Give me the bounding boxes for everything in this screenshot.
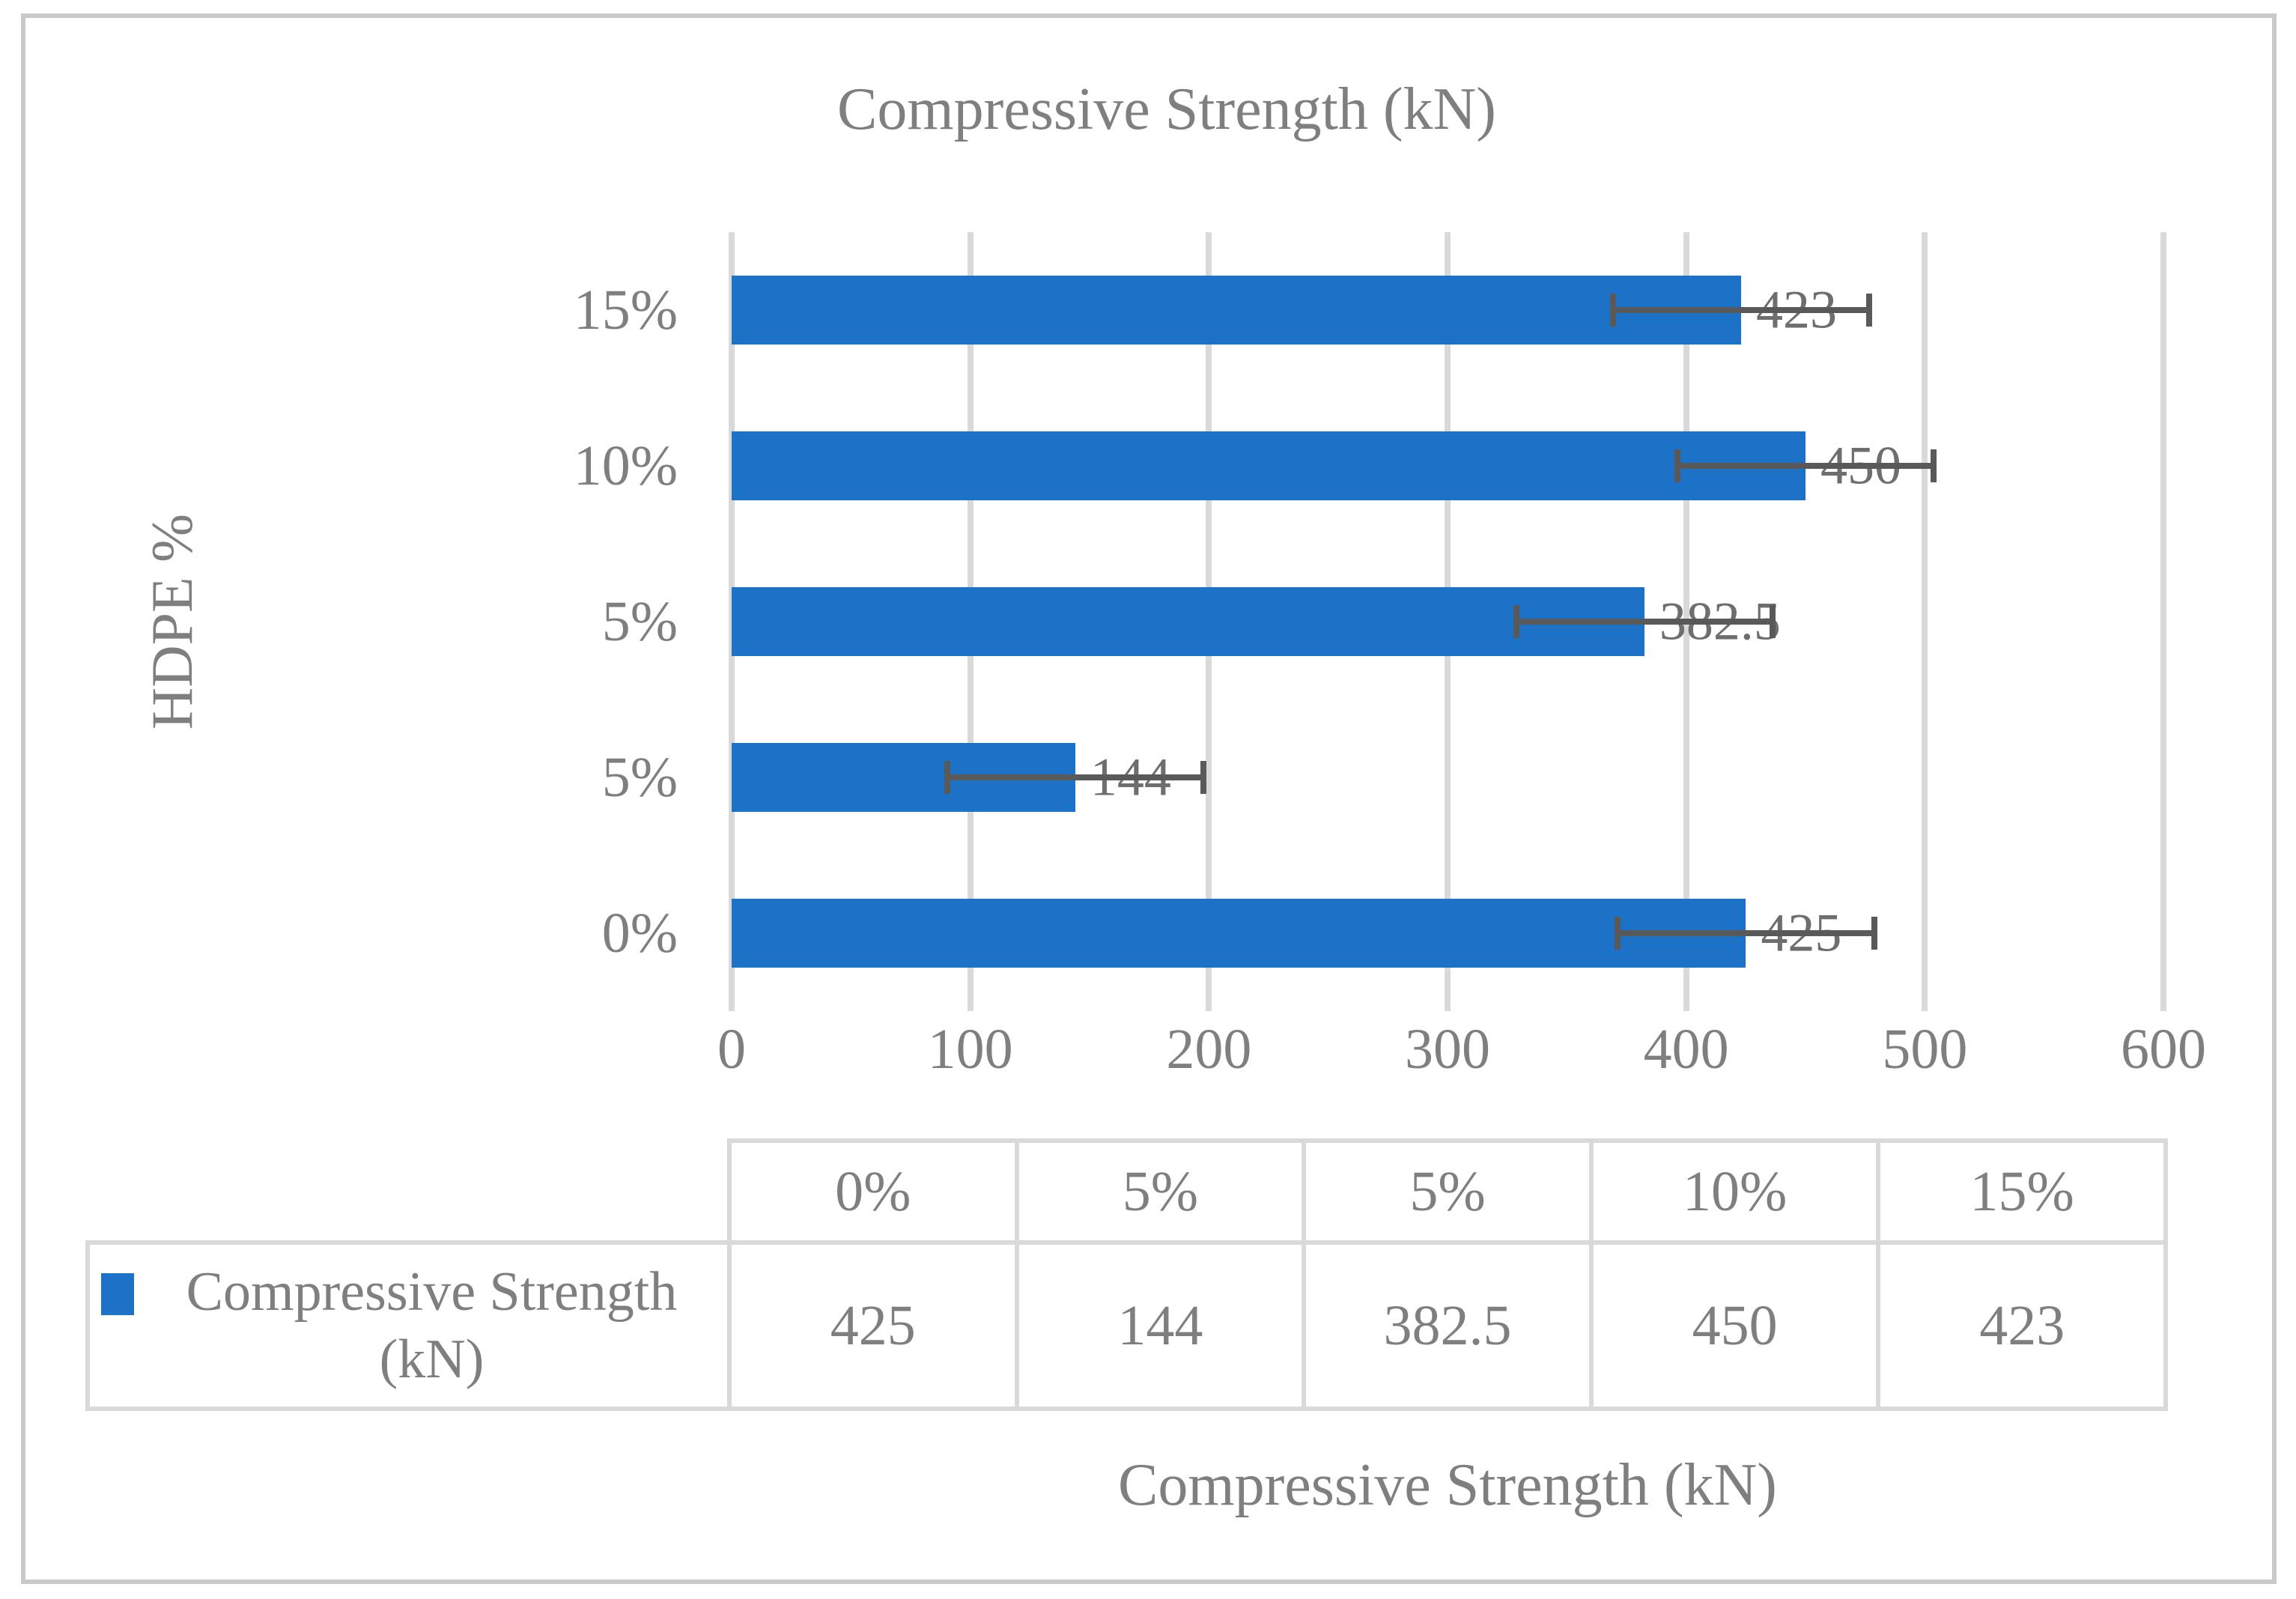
y-axis-title: HDPE % xyxy=(22,232,322,1011)
error-bar xyxy=(944,761,1207,794)
plot-area: 423 450 382.5 144 425 xyxy=(729,232,2166,1011)
x-tick-label: 600 xyxy=(2121,1018,2206,1081)
category-label: 5% xyxy=(601,745,678,809)
x-tick-label: 400 xyxy=(1643,1018,1729,1081)
table-value-cell: 450 xyxy=(1593,1245,1877,1407)
bar xyxy=(732,899,1746,968)
chart-outer-border xyxy=(21,13,2277,1584)
error-cap-left xyxy=(1674,449,1680,482)
category-label: 15% xyxy=(573,278,678,342)
bar-row: 425 xyxy=(732,855,2163,1011)
error-cap-right xyxy=(1871,917,1877,950)
error-bar xyxy=(1513,605,1776,638)
bar-row: 382.5 xyxy=(732,544,2163,700)
bar xyxy=(732,276,1741,345)
table-header-cell: 0% xyxy=(732,1143,1015,1240)
bar-row: 423 xyxy=(732,232,2163,388)
table-header-cell: 5% xyxy=(1018,1143,1302,1240)
error-cap-left xyxy=(1609,294,1616,327)
table-header-row: 0% 5% 5% 10% 15% xyxy=(727,1138,2168,1240)
category-axis: 15% 10% 5% 5% 0% xyxy=(453,232,678,1011)
error-cap-right xyxy=(1866,294,1873,327)
table-header-cell: 5% xyxy=(1306,1143,1589,1240)
bands: 423 450 382.5 144 425 xyxy=(732,232,2163,1011)
value-axis: 0 100 200 300 400 500 600 xyxy=(717,1017,2206,1084)
error-bar xyxy=(1674,449,1937,482)
table-value-cell: 423 xyxy=(1880,1245,2163,1407)
error-cap-right xyxy=(1770,605,1776,638)
table-value-cell: 144 xyxy=(1018,1245,1302,1407)
category-label: 5% xyxy=(601,589,678,653)
error-bar xyxy=(1609,294,1873,327)
x-tick-label: 200 xyxy=(1166,1018,1252,1081)
table-value-cell: 382.5 xyxy=(1306,1245,1589,1407)
error-cap-left xyxy=(1513,605,1519,638)
category-label: 10% xyxy=(573,434,678,497)
bar-row: 144 xyxy=(732,700,2163,855)
bar xyxy=(732,431,1805,500)
error-cap-left xyxy=(1615,917,1621,950)
table-header-cell: 10% xyxy=(1593,1143,1877,1240)
table-value-cell: 425 xyxy=(732,1245,1015,1407)
error-bar xyxy=(1615,917,1877,950)
category-label: 0% xyxy=(601,901,678,965)
gridline xyxy=(2160,232,2166,1011)
x-tick-label: 500 xyxy=(1882,1018,1968,1081)
table-header-cell: 15% xyxy=(1880,1143,2163,1240)
legend-cell: Compressive Strength (kN) xyxy=(90,1245,727,1407)
x-tick-label: 300 xyxy=(1405,1018,1490,1081)
x-tick-label: 100 xyxy=(927,1018,1013,1081)
bar-row: 450 xyxy=(732,388,2163,544)
error-cap-left xyxy=(944,761,950,794)
legend-key-icon xyxy=(100,1273,134,1315)
y-axis-title-text: HDPE % xyxy=(139,513,204,730)
bar xyxy=(732,587,1644,656)
x-tick-label: 0 xyxy=(717,1018,746,1081)
gridline xyxy=(1922,232,1928,1011)
x-axis-title: Compressive Strength (kN) xyxy=(1118,1452,1777,1518)
error-cap-right xyxy=(1931,449,1937,482)
error-cap-right xyxy=(1200,761,1207,794)
chart-title: Compressive Strength (kN) xyxy=(837,76,1496,142)
legend-series-label: Compressive Strength (kN) xyxy=(186,1261,678,1391)
table-value-row: Compressive Strength (kN) 425 144 382.5 450… xyxy=(85,1240,2168,1411)
